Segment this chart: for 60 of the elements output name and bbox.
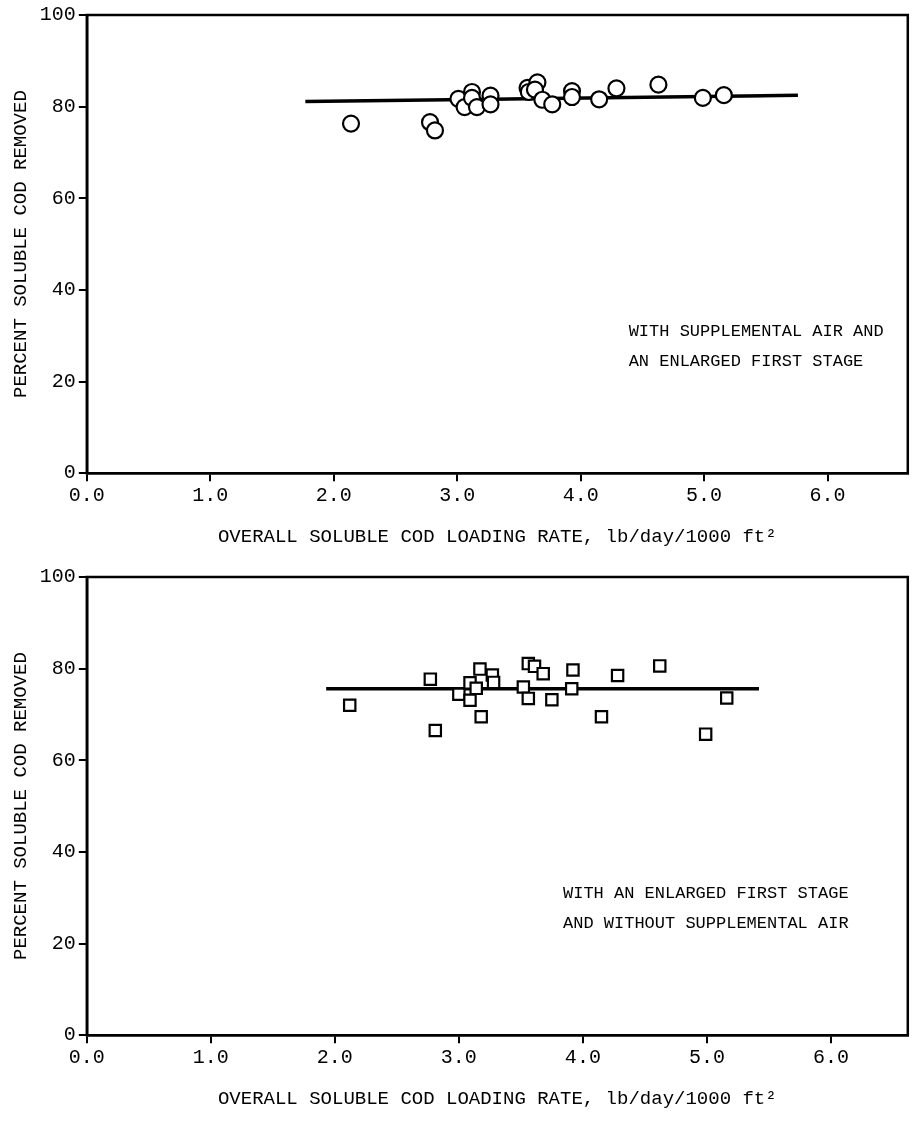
point	[543, 95, 562, 114]
y-axis-title: PERCENT SOLUBLE COD REMOVED	[10, 652, 33, 961]
point	[423, 672, 438, 686]
point	[610, 668, 625, 683]
point	[566, 663, 580, 677]
y-tick-label: 40	[51, 278, 76, 302]
point	[463, 693, 477, 708]
annotation: WITH SUPPLEMENTAL AIR AND AN ENLARGED FIRST STAGE	[628, 321, 884, 371]
y-tick-label: 100	[39, 565, 76, 589]
point	[594, 709, 609, 724]
point	[649, 75, 668, 94]
x-tick-label: 6.0	[812, 1046, 849, 1070]
point	[425, 121, 445, 140]
point	[564, 682, 579, 696]
x-tick-label: 3.0	[440, 1046, 477, 1070]
x-tick-label: 6.0	[809, 484, 846, 508]
y-tick-label: 80	[51, 656, 76, 680]
y-tick-label: 60	[51, 186, 76, 210]
point	[521, 691, 536, 706]
point	[481, 95, 500, 114]
x-tick-label: 2.0	[315, 484, 352, 508]
point	[562, 87, 582, 107]
point	[536, 666, 550, 681]
point	[469, 681, 483, 696]
point	[590, 90, 609, 109]
y-tick-label: 20	[51, 369, 76, 393]
x-tick-label: 1.0	[192, 484, 229, 508]
point	[341, 114, 361, 133]
point	[698, 727, 713, 741]
y-tick-label: 0	[63, 1023, 76, 1047]
x-tick-label: 0.0	[68, 484, 105, 508]
x-tick-label: 5.0	[686, 484, 723, 508]
point	[653, 659, 667, 673]
y-tick-label: 100	[39, 3, 76, 27]
point	[473, 662, 487, 676]
point	[719, 691, 734, 705]
x-tick-label: 2.0	[316, 1046, 353, 1070]
annotation: WITH AN ENLARGED FIRST STAGE AND WITHOUT SUPPLEMENTAL AIR	[562, 883, 849, 933]
point	[428, 723, 443, 738]
point	[545, 693, 559, 707]
x-tick-label: 1.0	[192, 1046, 229, 1070]
point	[342, 698, 357, 713]
x-tick-label: 3.0	[439, 484, 476, 508]
y-tick-label: 40	[51, 840, 76, 864]
x-axis-title: OVERALL SOLUBLE COD LOADING RATE, lb/day/1000 ft²	[217, 525, 777, 548]
x-tick-label: 4.0	[562, 484, 599, 508]
y-tick-label: 60	[51, 748, 76, 772]
x-tick-label: 4.0	[564, 1046, 601, 1070]
y-tick-label: 20	[51, 931, 76, 955]
point	[607, 79, 626, 98]
y-tick-label: 80	[51, 94, 76, 118]
x-tick-label: 0.0	[68, 1046, 105, 1070]
x-tick-label: 5.0	[688, 1046, 725, 1070]
point	[474, 709, 488, 724]
x-axis-title: OVERALL SOLUBLE COD LOADING RATE, lb/day/1000 ft²	[217, 1087, 777, 1110]
y-axis-title: PERCENT SOLUBLE COD REMOVED	[10, 90, 33, 399]
point	[714, 86, 733, 105]
point	[693, 88, 712, 108]
y-tick-label: 0	[63, 461, 76, 485]
point	[516, 680, 531, 694]
